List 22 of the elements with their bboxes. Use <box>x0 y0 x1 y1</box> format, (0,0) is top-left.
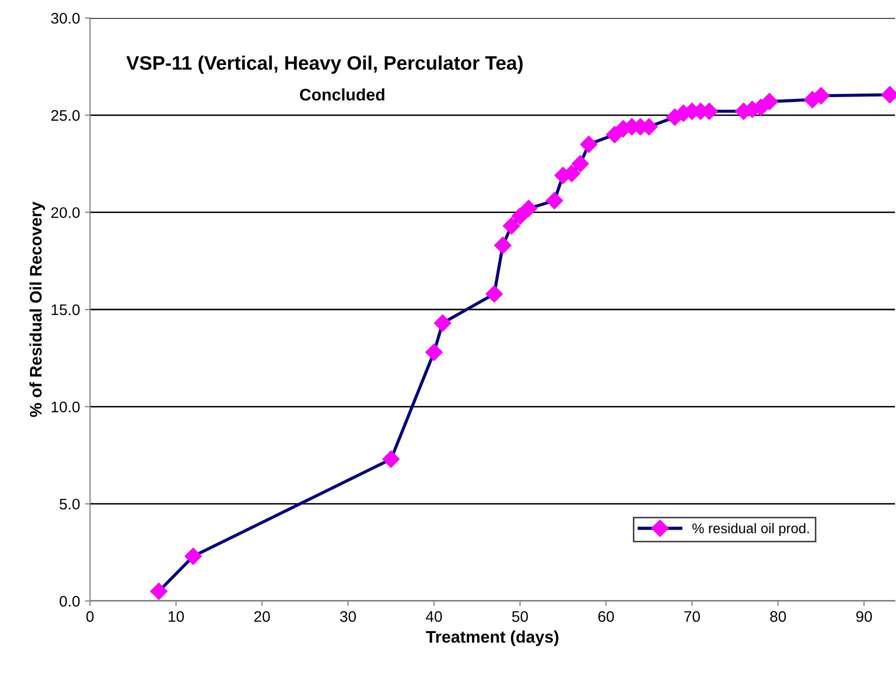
x-axis-title: Treatment (days) <box>426 630 558 646</box>
legend-label: % residual oil prod. <box>692 523 809 536</box>
y-tick-label: 25.0 <box>51 110 80 121</box>
text: Concluded <box>300 88 384 101</box>
x-tick-label: 40 <box>426 611 442 622</box>
y-tick-label: 15.0 <box>52 304 80 316</box>
x-tick-label: 80 <box>770 611 786 622</box>
x-tick-label: 0 <box>86 611 94 622</box>
x-tick-label: 60 <box>598 611 614 622</box>
y-tick-label: 0.0 <box>60 596 80 607</box>
x-tick-label: 70 <box>684 611 700 622</box>
x-tick-label: 10 <box>168 611 184 622</box>
y-tick-label: 30.0 <box>51 12 80 24</box>
x-tick-label: 50 <box>512 611 528 622</box>
x-tick-label: 20 <box>254 611 270 622</box>
text: VSP-11 (Vertical, Heavy Oil, Perculator Tea) <box>126 56 523 74</box>
x-tick-label: 90 <box>856 611 872 622</box>
y-tick-label: 20.0 <box>51 207 80 218</box>
y-tick-label: 5.0 <box>60 498 80 510</box>
y-axis-title: % of Residual Oil Recovery <box>29 202 45 417</box>
x-tick-label: 30 <box>340 611 356 622</box>
y-tick-label: 10.0 <box>52 402 80 412</box>
